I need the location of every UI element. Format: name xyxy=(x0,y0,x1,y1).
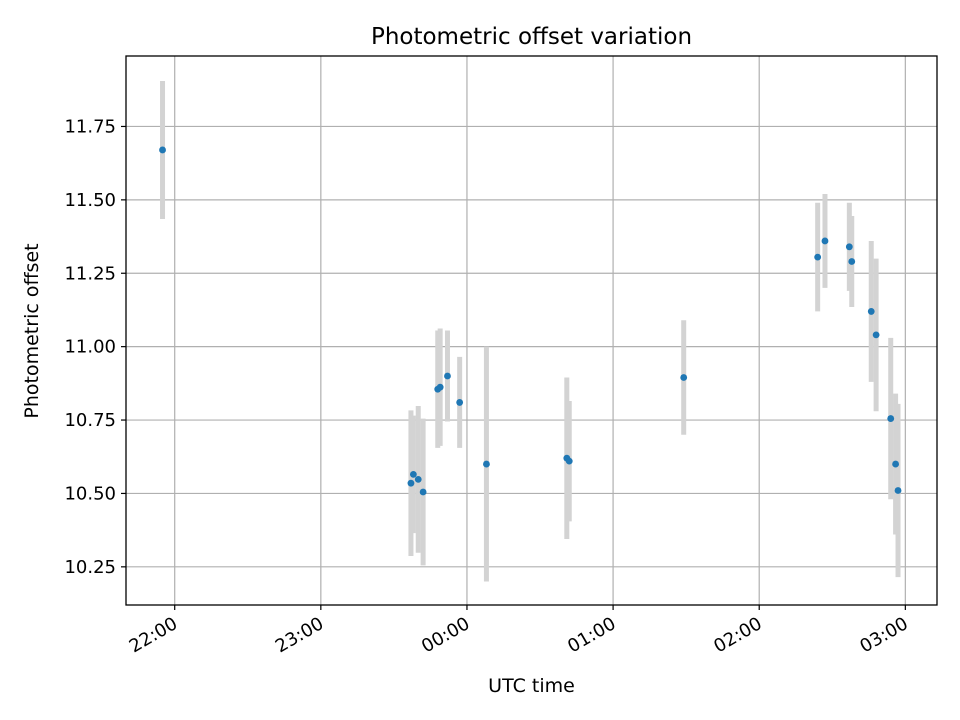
data-point xyxy=(414,475,422,483)
data-point xyxy=(887,415,895,422)
y-tick-label: 11.25 xyxy=(64,263,116,284)
data-point xyxy=(848,258,856,265)
data-point xyxy=(444,372,451,380)
data-point xyxy=(845,243,853,251)
y-tick-label: 10.50 xyxy=(64,483,116,504)
y-axis: 10.25 10.50 10.75 11.00 11.25 11.50 11.75 xyxy=(64,116,126,578)
data-point xyxy=(814,253,822,261)
y-tick-label: 11.50 xyxy=(64,190,116,211)
data-point xyxy=(483,460,490,468)
data-point xyxy=(821,237,829,245)
x-axis-label: UTC time xyxy=(488,675,575,697)
data-point xyxy=(159,146,166,154)
data-point xyxy=(894,487,902,494)
data-point xyxy=(872,331,880,339)
y-tick-label: 11.75 xyxy=(64,116,116,137)
plot-frame xyxy=(125,55,938,606)
data-point xyxy=(436,383,444,391)
grid xyxy=(126,56,937,605)
data-points xyxy=(159,146,902,496)
y-tick-label: 10.25 xyxy=(64,557,116,578)
data-point xyxy=(456,399,464,406)
data-point xyxy=(892,460,899,468)
data-point xyxy=(419,488,427,496)
y-tick-label: 10.75 xyxy=(64,410,116,431)
data-point xyxy=(409,470,417,478)
chart-title: Photometric offset variation xyxy=(371,24,692,50)
data-point xyxy=(565,457,573,465)
data-point xyxy=(680,374,688,381)
data-point xyxy=(867,308,875,315)
data-point xyxy=(407,479,415,487)
y-axis-label: Photometric offset xyxy=(21,243,43,418)
y-tick-label: 11.00 xyxy=(64,337,116,358)
